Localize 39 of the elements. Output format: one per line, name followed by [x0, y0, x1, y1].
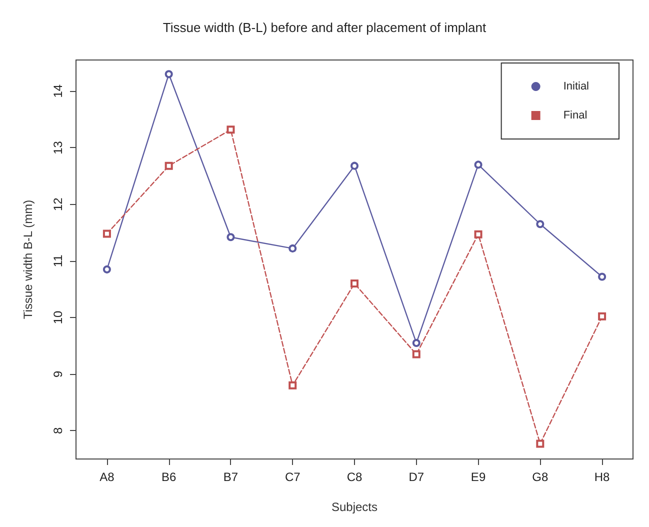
- x-tick-label: G8: [532, 470, 548, 484]
- x-axis-title: Subjects: [331, 500, 378, 514]
- x-tick-label: H8: [594, 470, 610, 484]
- y-tick-label: 9: [51, 370, 65, 378]
- point: [474, 160, 482, 169]
- x-tick-label: B7: [223, 470, 238, 484]
- point: [288, 381, 297, 390]
- y-axis-title: Tissue width B-L (mm): [21, 200, 35, 320]
- y-tick-label: 12: [51, 197, 65, 211]
- x-tick-label: E9: [470, 470, 486, 484]
- point: [474, 230, 482, 238]
- point: [164, 70, 173, 78]
- point: [536, 220, 544, 228]
- legend-label: Initial: [563, 80, 590, 92]
- x-tick-label: B6: [161, 470, 176, 484]
- point: [102, 230, 111, 238]
- point: [226, 126, 235, 134]
- point: [412, 350, 420, 358]
- y-tick-label: 13: [51, 140, 65, 154]
- point: [164, 162, 173, 170]
- point: [412, 338, 420, 347]
- y-tick-label: 14: [51, 84, 65, 98]
- point: [350, 162, 358, 170]
- y-tick-label: 11: [51, 254, 65, 268]
- y-tick-label: 10: [51, 310, 65, 324]
- point: [598, 312, 606, 320]
- point: [350, 280, 358, 288]
- x-tick-label: A8: [100, 470, 115, 484]
- y-tick-label: 8: [51, 427, 65, 434]
- x-tick-label: C7: [284, 470, 301, 484]
- x-tick-label: C8: [346, 470, 362, 484]
- point: [102, 265, 111, 274]
- x-tick-label: D7: [408, 470, 424, 484]
- point: [536, 440, 544, 448]
- point: [226, 233, 235, 242]
- legend-label: Final: [563, 110, 588, 122]
- point: [598, 272, 606, 281]
- chart-title: Tissue width (B-L) before and after placement of implant: [162, 20, 486, 35]
- point: [288, 244, 297, 252]
